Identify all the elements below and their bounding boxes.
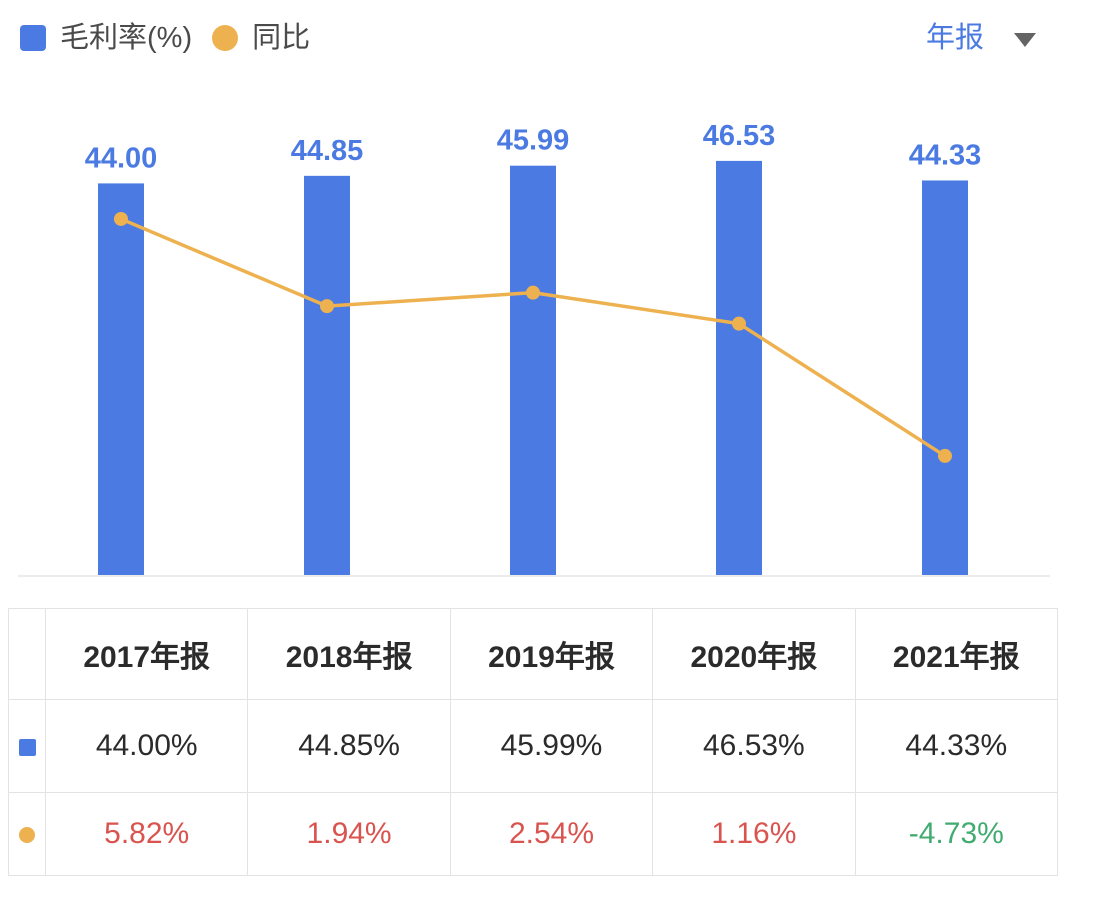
legend-item-gross-margin: 毛利率(%) — [20, 21, 192, 55]
gross-margin-swatch-icon — [18, 738, 36, 756]
yoy-legend-swatch-icon — [212, 25, 239, 51]
yoy-value: 2.54% — [449, 792, 654, 876]
table-corner-cell — [8, 608, 46, 700]
gross-margin-value: 44.33% — [854, 699, 1059, 793]
gross-margin-value: 44.00% — [44, 699, 249, 793]
table-row-gross-margin: 44.00% 44.85% 45.99% 46.53% 44.33% — [8, 699, 1059, 793]
svg-text:44.33: 44.33 — [909, 139, 982, 171]
gross-margin-value: 46.53% — [652, 699, 856, 793]
yoy-legend-label: 同比 — [252, 22, 311, 54]
table-header-2019: 2019年报 — [449, 608, 654, 700]
yoy-value: -4.73% — [854, 792, 1059, 876]
svg-text:46.53: 46.53 — [703, 120, 776, 152]
chart-area: 44.00 44.85 45.99 46.53 44.33 — [0, 76, 1096, 596]
table-header-2020: 2020年报 — [652, 608, 856, 700]
yoy-swatch-icon — [19, 827, 35, 844]
chart-header: 毛利率(%) 同比 年报 — [0, 0, 1096, 76]
period-selector-dropdown[interactable]: 年报 — [926, 21, 1036, 55]
table-header-2017: 2017年报 — [44, 608, 249, 700]
chart-canvas[interactable]: 44.00 44.85 45.99 46.53 44.33 — [0, 76, 1096, 596]
values-table: 2017年报 2018年报 2019年报 2020年报 2021年报 44.00… — [8, 608, 1059, 876]
yoy-value: 1.94% — [247, 792, 451, 876]
yoy-row-swatch-cell — [8, 792, 46, 876]
table-header-row: 2017年报 2018年报 2019年报 2020年报 2021年报 — [8, 608, 1059, 700]
chevron-down-icon — [1014, 33, 1036, 47]
chart-legend: 毛利率(%) 同比 — [20, 21, 330, 55]
period-selector-label[interactable]: 年报 — [925, 22, 984, 54]
gross-margin-legend-label: 毛利率(%) — [60, 22, 193, 54]
table-header-2018: 2018年报 — [247, 608, 451, 700]
yoy-value: 1.16% — [652, 792, 856, 876]
gross-margin-row-swatch-cell — [8, 699, 46, 793]
table-row-yoy: 5.82% 1.94% 2.54% 1.16% -4.73% — [8, 792, 1059, 876]
svg-text:44.85: 44.85 — [291, 135, 364, 167]
svg-text:44.00: 44.00 — [85, 142, 158, 174]
yoy-value: 5.82% — [44, 792, 249, 876]
legend-item-yoy: 同比 — [212, 21, 310, 55]
gross-margin-value: 44.85% — [247, 699, 451, 793]
table-header-2021: 2021年报 — [854, 608, 1059, 700]
svg-text:45.99: 45.99 — [497, 125, 570, 157]
gross-margin-value: 45.99% — [449, 699, 654, 793]
gross-margin-legend-swatch-icon — [20, 25, 46, 51]
